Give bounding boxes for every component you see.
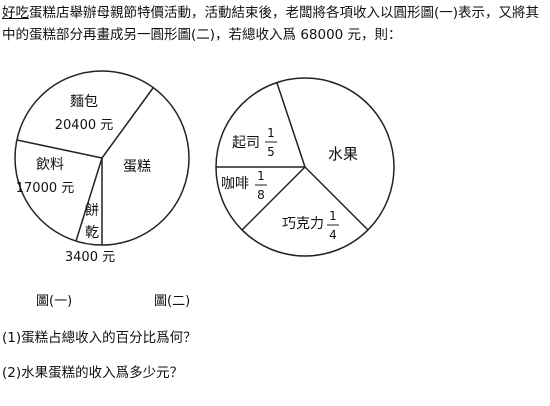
question-2: (2)水果蛋糕的收入爲多少元？ xyxy=(2,361,183,381)
pie-chart-1: 麵包 20400 元 蛋糕 飲料 17000 元 餅 乾 3400 元 xyxy=(15,71,189,265)
pie1-divider-drink-bread xyxy=(17,140,102,158)
slice-label-cake: 蛋糕 xyxy=(123,159,151,175)
slice-label-drink: 飲料 xyxy=(36,157,64,173)
slice-label-coffee: 咖啡 xyxy=(221,176,249,192)
slice-amount-drink: 17000 元 xyxy=(16,181,75,196)
figure1-caption: 圖(一) xyxy=(36,290,72,309)
slice-amount-biscuit: 3400 元 xyxy=(65,250,115,265)
pie2-divider-cheese-fruit xyxy=(277,83,305,167)
slice-label-fruit: 水果 xyxy=(328,145,358,163)
fraction-numerator-chocolate: 1 xyxy=(329,209,337,223)
slice-amount-bread: 20400 元 xyxy=(55,118,114,133)
figure2-caption: 圖(二) xyxy=(154,290,190,309)
fraction-denominator-chocolate: 4 xyxy=(329,228,337,242)
slice-label-bread: 麵包 xyxy=(70,94,98,110)
fraction-numerator-cheese: 1 xyxy=(267,126,275,140)
pie-chart-2: 起司 1 5 水果 咖啡 1 8 巧克力 1 4 xyxy=(216,78,394,256)
slice-label-biscuit-char1: 餅 xyxy=(85,202,99,219)
question-1: (1)蛋糕占總收入的百分比爲何？ xyxy=(2,326,197,346)
slice-label-chocolate: 巧克力 xyxy=(282,216,324,232)
fraction-denominator-coffee: 8 xyxy=(257,188,265,202)
fraction-numerator-coffee: 1 xyxy=(257,169,265,183)
fraction-denominator-cheese: 5 xyxy=(267,145,275,159)
slice-label-biscuit-char2: 乾 xyxy=(85,225,99,241)
slice-label-cheese: 起司 xyxy=(232,135,260,151)
